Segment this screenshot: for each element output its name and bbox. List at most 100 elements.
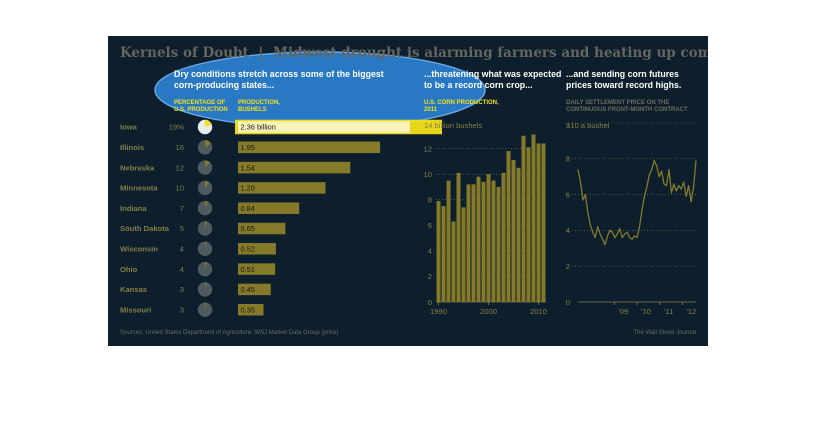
bar-wisconsin <box>238 243 276 255</box>
bar-indiana <box>238 202 300 214</box>
futures-ytick-8: 8 <box>566 155 570 164</box>
col-prod-header-line2: BUSHELS <box>238 107 267 113</box>
page-title: Kernels of Doubt | Midwest drought is al… <box>120 45 708 61</box>
us-bar-1993 <box>451 221 456 302</box>
col-pct-header-line1: PERCENTAGE OF <box>174 100 226 106</box>
us-bar-2007 <box>521 135 526 302</box>
pct-label-indiana: 7 <box>180 204 184 213</box>
bar-minnesota <box>238 182 326 194</box>
pie-slice-illinois <box>205 140 212 148</box>
futures-line <box>577 159 697 246</box>
futures-ytick-2: 2 <box>566 262 570 271</box>
us-ytick-2: 2 <box>428 272 432 281</box>
us-bar-2005 <box>511 160 516 302</box>
blue-highlight <box>155 52 485 128</box>
col-pct-header-line2: U.S. PRODUCTION <box>174 107 228 113</box>
pie-base-wisconsin <box>197 241 213 256</box>
footer-sources: Sources: United States Department of Agr… <box>120 330 338 336</box>
pie-base-missouri <box>197 302 213 317</box>
bar-label-minnesota: 1.20 <box>241 184 255 193</box>
state-label-indiana: Indiana <box>120 204 147 213</box>
bar-label-wisconsin: 0.52 <box>241 245 255 254</box>
us-bar-2006 <box>516 167 521 302</box>
section3-headline-line2: prices toward record highs. <box>566 80 681 90</box>
section1-headline-line1: Dry conditions stretch across some of th… <box>174 69 384 79</box>
pie-base-south-dakota <box>197 221 213 236</box>
us-bar-1999 <box>481 181 486 302</box>
pie-base-nebraska <box>197 160 213 175</box>
us-bar-2010 <box>536 143 541 302</box>
us-ytick-8: 8 <box>428 196 432 205</box>
pct-label-ohio: 4 <box>180 265 184 274</box>
bar-label-south-dakota: 0.65 <box>241 224 255 233</box>
state-production-chart: Iowa 19% 2.36 billion Illinois 16 1.95 Nebrask… <box>120 119 442 317</box>
us-bar-1994 <box>456 172 461 302</box>
pct-label-south-dakota: 5 <box>180 224 184 233</box>
pie-base-ohio <box>197 261 213 277</box>
us-xtick-2000: 2000 <box>480 307 497 316</box>
futures-ytick-6: 6 <box>566 190 570 199</box>
section2-sub-line2: 2011 <box>424 107 438 113</box>
us-bar-2002 <box>496 186 501 302</box>
bar-illinois <box>238 141 381 154</box>
pie-slice-wisconsin <box>205 241 207 249</box>
us-bar-1992 <box>446 180 451 302</box>
us-bar-1998 <box>476 176 481 302</box>
us-bar-2001 <box>491 180 496 302</box>
futures-xtick-2011: '11 <box>664 307 673 316</box>
state-label-iowa: Iowa <box>120 123 138 132</box>
state-label-missouri: Missouri <box>120 305 151 314</box>
col-prod-header-line1: PRODUCTION, <box>238 100 280 106</box>
state-label-wisconsin: Wisconsin <box>120 245 158 254</box>
pie-slice-indiana <box>205 201 209 209</box>
bar-label-iowa: 2.36 billion <box>241 123 276 132</box>
title-right: Midwest drought is alarming farmers and … <box>273 45 708 61</box>
us-production-unit-label: 14 billion bushels <box>424 121 482 130</box>
us-bar-1996 <box>466 184 471 302</box>
bar-label-nebraska: 1.54 <box>241 163 255 172</box>
pie-base-minnesota <box>197 180 213 196</box>
pct-label-kansas: 3 <box>180 285 184 294</box>
bar-label-illinois: 1.95 <box>241 143 255 152</box>
bar-label-kansas: 0.45 <box>241 285 255 294</box>
futures-xtick-2012: '12 <box>686 307 696 316</box>
us-bar-1995 <box>461 207 466 302</box>
us-bar-1990 <box>436 200 441 302</box>
us-bar-1997 <box>471 184 476 302</box>
pie-base-indiana <box>197 201 213 216</box>
section2-headline-line1: ...threatening what was expected <box>424 69 561 79</box>
bar-kansas <box>238 283 271 296</box>
us-bar-2003 <box>501 172 506 302</box>
bar-ohio <box>238 263 276 275</box>
us-ytick-6: 6 <box>428 221 432 230</box>
pct-label-iowa: 19% <box>169 123 184 132</box>
us-ytick-10: 10 <box>424 170 432 179</box>
infographic-svg: Kernels of Doubt | Midwest drought is al… <box>120 45 708 336</box>
section2-headline-line2: to be a record corn crop... <box>424 80 533 90</box>
section3-sub-line1: DAILY SETTLEMENT PRICE ON THE <box>566 100 669 106</box>
bar-label-missouri: 0.35 <box>241 305 255 314</box>
footer-credit: The Wall Street Journal <box>634 330 696 336</box>
us-ytick-12: 12 <box>424 144 432 153</box>
us-bar-2008 <box>526 147 531 302</box>
corn-futures-unit-label: $10 a bushel <box>566 121 610 130</box>
state-label-kansas: Kansas <box>120 285 147 294</box>
pie-slice-iowa <box>205 119 212 127</box>
pie-slice-kansas <box>205 282 207 290</box>
us-bar-2000 <box>486 174 491 302</box>
bar-iowa <box>238 121 410 133</box>
title-separator: | <box>258 45 263 61</box>
us-ytick-0: 0 <box>428 298 432 307</box>
state-label-south-dakota: South Dakota <box>120 224 170 233</box>
pct-label-nebraska: 12 <box>176 163 184 172</box>
us-bar-1991 <box>441 206 446 302</box>
futures-xtick-2010: '10 <box>641 307 651 316</box>
us-xtick-1990: 1990 <box>430 307 447 316</box>
us-ytick-4: 4 <box>428 247 432 256</box>
futures-ytick-4: 4 <box>566 226 570 235</box>
pie-slice-minnesota <box>205 180 210 188</box>
bar-nebraska <box>238 161 351 174</box>
us-production-chart: 14 billion bushels 0 2 4 6 8 10 12 1990 2000 2010 <box>424 121 547 316</box>
pie-base-kansas <box>197 282 213 297</box>
state-label-illinois: Illinois <box>120 143 144 152</box>
